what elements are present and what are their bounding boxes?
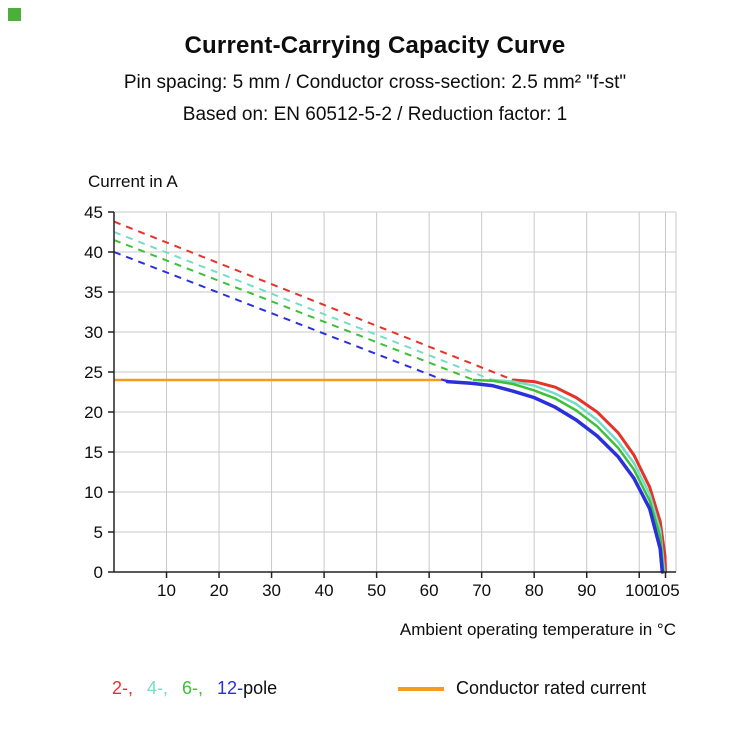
x-tick-label: 70: [472, 581, 491, 600]
subtitle-standard: Based on: EN 60512-5-2 / Reduction facto…: [182, 104, 568, 125]
page-title: Current-Carrying Capacity Curve: [184, 32, 566, 59]
x-tick-label: 100: [625, 581, 653, 600]
series-dashed-2-pole: [113, 220, 514, 381]
y-tick-label: 45: [84, 203, 103, 222]
series-solid-4-pole: [490, 378, 666, 574]
x-tick-label: 80: [525, 581, 544, 600]
y-tick-label: 0: [94, 563, 103, 582]
y-axis-label: Current in A: [88, 172, 178, 191]
x-tick-label: 50: [367, 581, 386, 600]
legend-label-6-pole: 6-,: [182, 678, 204, 698]
x-tick-label: 40: [315, 581, 334, 600]
series-dashed-4-pole: [113, 231, 493, 381]
rated-current-legend: Conductor rated current: [398, 678, 646, 699]
series-solid-2-pole: [511, 378, 667, 574]
chart-area: 10 20 30 40 50 60 70 80 90 100 105 0 5 10 15 20 25 30 35 40…: [78, 198, 698, 602]
x-tick-label: 30: [262, 581, 281, 600]
series-solid-12-pole: [445, 379, 665, 574]
legend-label-2-pole: 2-,: [112, 678, 134, 698]
y-tick-label: 35: [84, 283, 103, 302]
y-tick-label: 25: [84, 363, 103, 382]
brand-corner-square: [8, 8, 21, 21]
rated-current-swatch: [398, 686, 444, 691]
y-tick-label: 15: [84, 443, 103, 462]
y-tick-label: 5: [94, 523, 103, 542]
subtitle-pin-spacing: Pin spacing: 5 mm / Conductor cross-sect…: [123, 72, 627, 93]
series-dashed-12-pole: [113, 251, 448, 383]
y-tick-label: 20: [84, 403, 103, 422]
legend-label-4-pole: 4-,: [147, 678, 169, 698]
x-axis-label: Ambient operating temperature in °C: [399, 620, 676, 639]
x-tick-label: 20: [210, 581, 229, 600]
rated-current-label: Conductor rated current: [456, 678, 647, 698]
y-tick-label: 40: [84, 243, 103, 262]
y-tick-label: 10: [84, 483, 103, 502]
x-tick-label: 90: [577, 581, 596, 600]
legend-pole-suffix: pole: [243, 678, 278, 698]
legend-row: 2-, 4-, 6-, 12-pole Conductor rated current: [0, 678, 750, 706]
pole-legend: 2-, 4-, 6-, 12-pole: [112, 678, 277, 699]
x-tick-label: 105: [651, 581, 679, 600]
series-dashed-6-pole: [113, 239, 475, 381]
x-tick-label: 10: [157, 581, 176, 600]
y-tick-label: 30: [84, 323, 103, 342]
x-tick-label: 60: [420, 581, 439, 600]
series-solid-6-pole: [472, 378, 665, 574]
legend-label-12-pole: 12-: [217, 678, 244, 698]
